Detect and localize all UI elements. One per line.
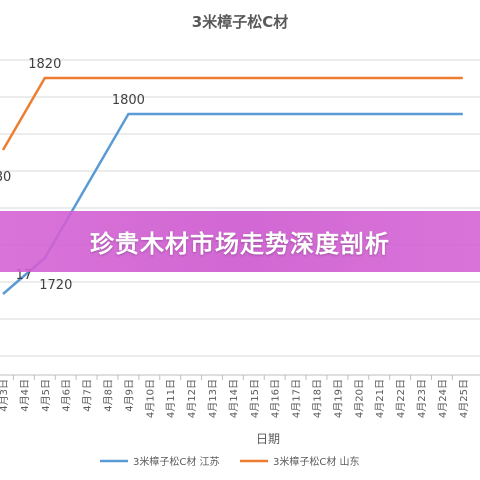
series-line [2, 112, 463, 295]
data-label: 1720 [39, 278, 72, 293]
data-label: 80 [0, 170, 11, 185]
x-tick-label: 4月14日 [228, 379, 240, 418]
legend: 3米樟子松C材 江苏 3米樟子松C材 山东 [100, 455, 360, 468]
x-tick-label: 4月25日 [458, 379, 470, 418]
data-label: 1820 [28, 57, 61, 72]
x-tick-label: 4月15日 [249, 379, 261, 418]
x-tick-label: 4月11日 [165, 379, 177, 418]
x-tick-label: 4月24日 [437, 379, 449, 418]
x-axis-label: 日期 [256, 432, 280, 446]
chart-title: 3米樟子松C材 [192, 13, 288, 31]
series-line [1, 76, 463, 151]
x-tick-label: 4月23日 [416, 379, 428, 418]
x-tick-label: 4月19日 [332, 379, 344, 418]
gridlines [0, 59, 480, 376]
x-tick-label: 4月20日 [353, 379, 365, 418]
x-tick-label: 4月17日 [291, 379, 303, 418]
legend-label: 3米樟子松C材 江苏 [133, 455, 220, 468]
x-tick-label: 4月5日 [40, 379, 52, 412]
x-tick-label: 4月9日 [123, 379, 135, 412]
x-tick-label: 4月8日 [103, 379, 115, 412]
series-lines [1, 76, 463, 295]
x-tick-label: 4月4日 [19, 379, 31, 412]
x-tick-label: 4月13日 [207, 379, 219, 418]
x-tick-label: 4月18日 [312, 379, 324, 418]
legend-label: 3米樟子松C材 山东 [273, 455, 360, 468]
x-tick-label: 4月22日 [395, 379, 407, 418]
x-tick-label: 4月7日 [82, 379, 94, 412]
x-tick-label: 4月16日 [270, 379, 282, 418]
x-tick-label: 4月12日 [186, 379, 198, 418]
data-labels: 1820180017208017 [0, 57, 145, 293]
data-label: 1800 [112, 93, 145, 108]
banner-title: 珍贵木材市场走势深度剖析 [90, 230, 390, 258]
x-tick-label: 4月3日 [0, 379, 10, 412]
x-tick-labels: 4月3日 4月4日 4月5日 4月6日 4月7日 4月8日 4月9日 4月10日 4月11日 4月… [0, 375, 470, 418]
x-tick-label: 4月6日 [61, 379, 73, 412]
x-tick-label: 4月21日 [374, 379, 386, 418]
x-tick-label: 4月10日 [144, 379, 156, 418]
title-banner: 珍贵木材市场走势深度剖析 [0, 211, 480, 272]
